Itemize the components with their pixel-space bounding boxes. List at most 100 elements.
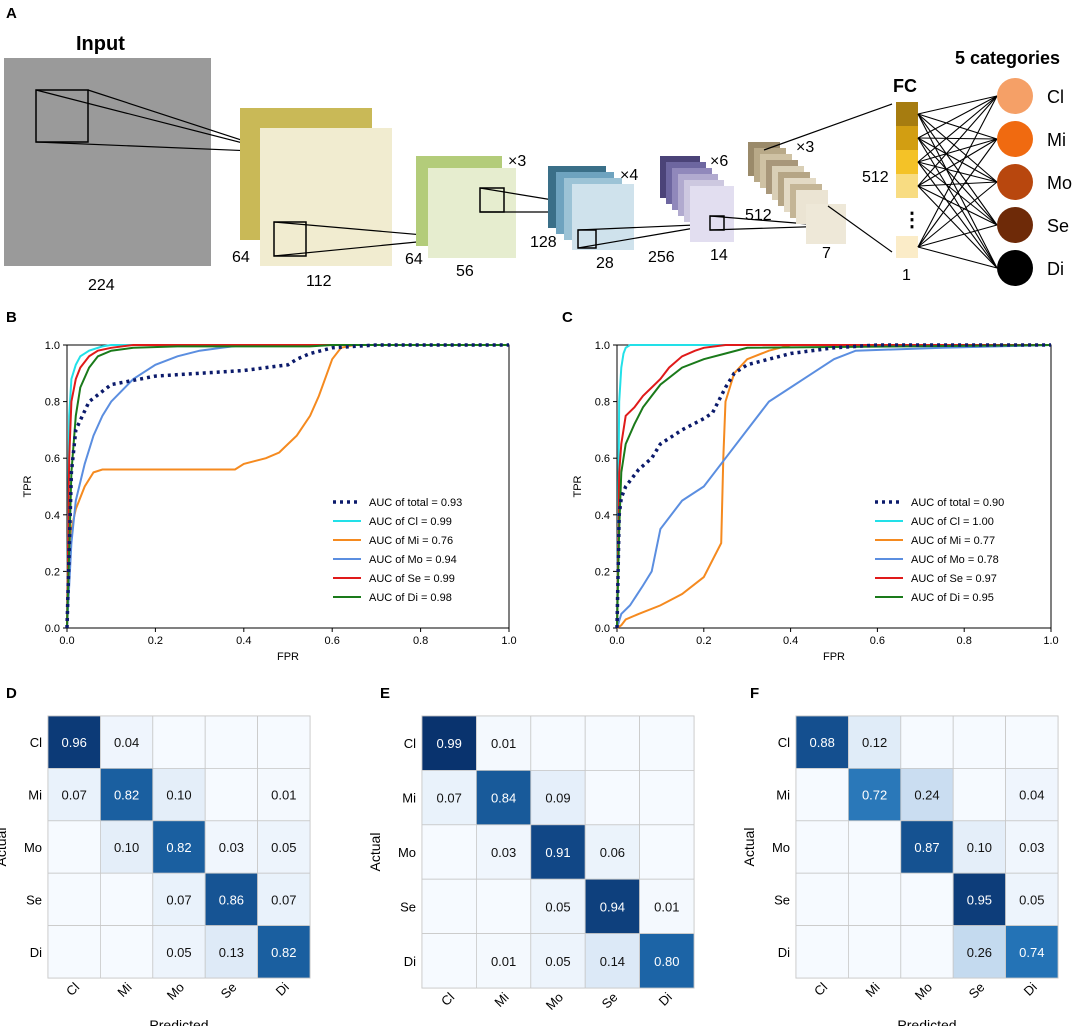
- matrix-value: 0.04: [114, 735, 139, 750]
- confusion-matrix-f: 0.88 0.12 0.72 0.24 0.04 0.87 0.10 0.03 0.95 0.05…: [741, 715, 1059, 1026]
- legend-entry: AUC of total = 0.90: [911, 497, 1004, 509]
- fc-link: [917, 137, 998, 269]
- x-tick-label: 0.2: [696, 635, 711, 647]
- matrix-cell: [584, 824, 641, 880]
- matrix-cell: [47, 820, 101, 874]
- matrix-value: 0.86: [219, 892, 244, 907]
- matrix-cell: [475, 933, 532, 989]
- confusion-matrix-d: 0.96 0.04 0.07 0.82 0.10 0.01 0.10 0.82 0.03 0.05…: [0, 715, 311, 1026]
- row-label: Mo: [772, 840, 790, 855]
- matrix-value: 0.72: [862, 788, 887, 803]
- matrix-cell: [421, 770, 477, 826]
- roc-curve-0: [615, 343, 1051, 629]
- matrix-cell: [421, 933, 477, 989]
- x-tick-label: 0.6: [325, 635, 340, 647]
- actual-axis-label: Actual: [0, 828, 9, 867]
- fc-link: [917, 137, 998, 183]
- panel-letter-f: F: [750, 685, 759, 702]
- panel-letter-c: C: [562, 309, 573, 326]
- matrix-cell: [204, 820, 258, 874]
- col-label: Mo: [912, 980, 935, 1003]
- row-label: Mi: [28, 788, 42, 803]
- y-tick-label: 1.0: [595, 340, 610, 352]
- roc-chart-c: 0.0 0.2 0.4 0.6 0.8 1.0 0.0 0.2 0.4 0.6 0.8 1.0 FPR T…: [572, 340, 1059, 663]
- row-label: Cl: [30, 735, 42, 750]
- fc-link: [917, 246, 998, 269]
- matrix-cell: [639, 770, 695, 826]
- matrix-value: 0.01: [491, 736, 516, 751]
- matrix-cell: [1005, 925, 1059, 979]
- legend-entry: AUC of Mo = 0.94: [369, 554, 457, 566]
- actual-axis-label: Actual: [741, 828, 757, 867]
- fc-link: [917, 161, 998, 226]
- col-label: Mi: [491, 989, 511, 1009]
- matrix-cell: [257, 820, 311, 874]
- matrix-value: 0.80: [654, 954, 679, 969]
- matrix-value: 0.06: [600, 845, 625, 860]
- matrix-cell: [584, 933, 641, 989]
- plot-area: [66, 344, 510, 629]
- block-1-size: 112: [306, 273, 332, 290]
- fc-link: [917, 113, 998, 183]
- fc-link: [917, 185, 998, 226]
- fc-layer: FC ⋮ 512 1: [862, 76, 922, 284]
- matrix-value: 0.12: [862, 735, 887, 750]
- roc-curve-4: [66, 344, 509, 629]
- matrix-cell: [100, 768, 154, 822]
- legend-entry: AUC of Mi = 0.76: [369, 535, 453, 547]
- matrix-cell: [952, 925, 1007, 979]
- matrix-cell: [530, 878, 586, 935]
- matrix-value: 0.10: [114, 840, 139, 855]
- matrix-cell: [100, 872, 154, 927]
- roc-curve-5: [616, 344, 1052, 629]
- row-label: Cl: [778, 735, 790, 750]
- matrix-cell: [47, 872, 101, 927]
- conv-block-3: ×4 128 28: [530, 166, 719, 272]
- legend-entry: AUC of Se = 0.97: [911, 573, 997, 585]
- row-label: Mo: [24, 840, 42, 855]
- predicted-axis-label: Predicted: [897, 1017, 956, 1026]
- matrix-value: 0.09: [545, 791, 570, 806]
- y-axis-label: TPR: [572, 475, 584, 497]
- matrix-cell: [639, 715, 695, 771]
- matrix-value: 0.99: [437, 736, 462, 751]
- row-label: Mo: [398, 845, 416, 860]
- row-label: Mi: [402, 791, 416, 806]
- output-node-mi: [997, 121, 1033, 157]
- y-tick-label: 1.0: [45, 340, 60, 352]
- confusion-matrix-e: 0.99 0.01 0.07 0.84 0.09 0.03 0.91 0.06 0.05 0.94…: [367, 715, 695, 1013]
- y-tick-label: 0.4: [595, 510, 610, 522]
- fc-link: [917, 185, 998, 269]
- matrix-value: 0.91: [545, 845, 570, 860]
- matrix-value: 0.13: [219, 945, 244, 960]
- matrix-value: 0.07: [166, 892, 191, 907]
- x-tick-label: 1.0: [1043, 635, 1058, 647]
- matrix-value: 0.03: [1019, 840, 1044, 855]
- matrix-value: 0.96: [62, 735, 87, 750]
- matrix-value: 0.05: [545, 899, 570, 914]
- matrix-value: 0.05: [545, 954, 570, 969]
- fc-link: [917, 138, 998, 187]
- y-tick-label: 0.8: [45, 397, 60, 409]
- matrix-value: 0.82: [271, 945, 296, 960]
- col-label: Di: [656, 989, 675, 1008]
- col-label: Se: [966, 980, 988, 1002]
- matrix-cell: [900, 872, 954, 927]
- matrix-cell: [639, 878, 695, 935]
- matrix-cell: [900, 925, 954, 979]
- col-label: Cl: [811, 979, 830, 998]
- matrix-cell: [952, 768, 1007, 822]
- block-3-size: 28: [596, 255, 614, 272]
- block-2-channels: 64: [405, 251, 423, 268]
- output-node-cl: [997, 78, 1033, 114]
- roc-curve-4: [616, 344, 1051, 629]
- matrix-value: 0.87: [914, 840, 939, 855]
- x-tick-label: 0.4: [236, 635, 251, 647]
- y-tick-label: 0.8: [595, 397, 610, 409]
- matrix-cell: [257, 872, 311, 927]
- input-kernel: [35, 89, 89, 143]
- output-title: 5 categories: [955, 48, 1060, 68]
- matrix-value: 0.03: [219, 840, 244, 855]
- x-tick-label: 1.0: [501, 635, 516, 647]
